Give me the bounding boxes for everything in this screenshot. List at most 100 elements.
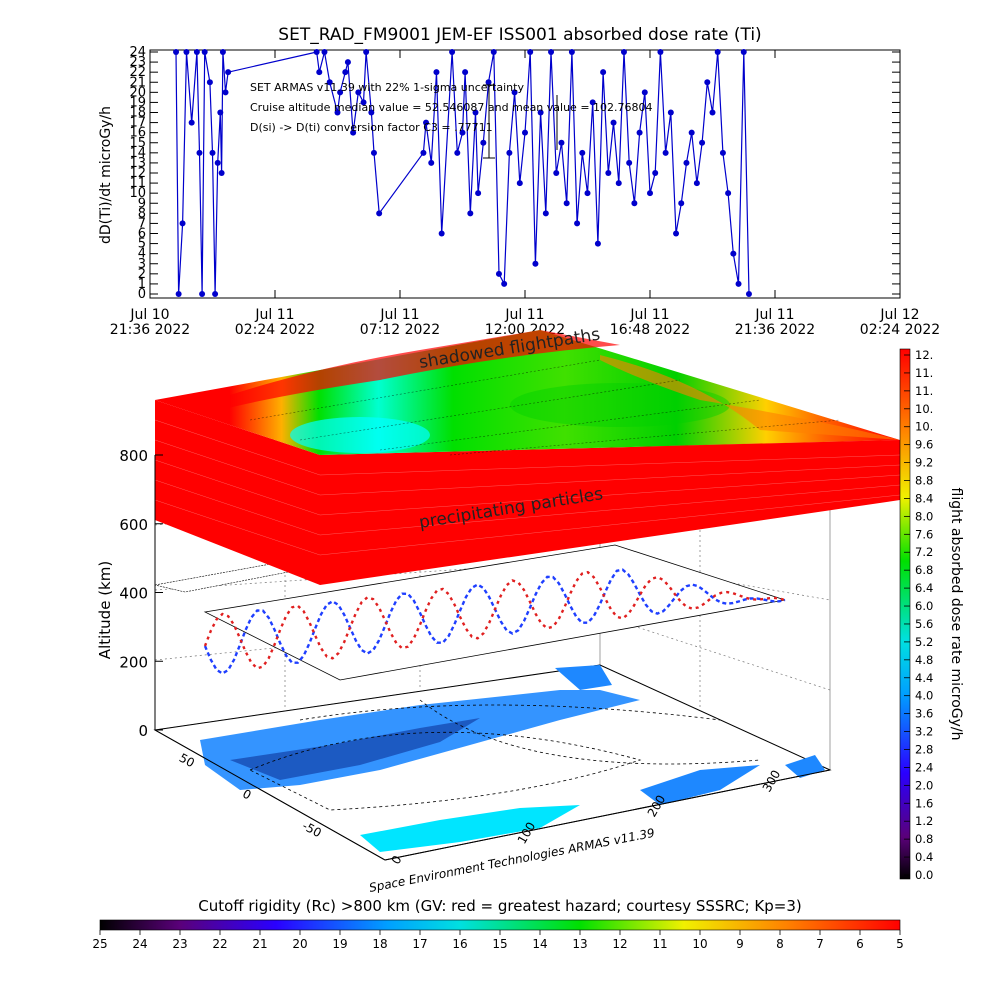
data-point (641, 89, 648, 96)
x-tick-label-date: Jul 11 (254, 307, 294, 323)
y-tick-label: 22 (129, 65, 146, 80)
x-tick-label-time: 02:24 2022 (235, 322, 315, 338)
x-tick-label-time: 02:24 2022 (860, 322, 940, 338)
data-point (334, 109, 341, 116)
data-point (574, 220, 581, 227)
data-point (610, 119, 617, 126)
colorbar-tick-label: 1.6 (915, 796, 933, 810)
y-tick-label: 20 (129, 85, 146, 100)
colorbar-tick-label: 6.4 (915, 581, 933, 595)
data-point (490, 49, 497, 55)
data-point (662, 149, 669, 156)
series-dose-rate (173, 49, 752, 297)
colorbar-tick-label: 10. (915, 420, 933, 434)
data-point (217, 109, 224, 116)
data-point (222, 89, 229, 96)
rigidity-tick-label: 8 (776, 937, 784, 951)
data-point (714, 49, 721, 55)
y-tick-label: 8 (138, 206, 146, 221)
altitude-axis: 0 200 400 600 800 Altitude (km) (96, 447, 163, 740)
data-point (225, 69, 232, 76)
data-point (370, 149, 377, 156)
colorbar-tick-label: 3.2 (915, 725, 933, 739)
y-tick-label: 16 (129, 126, 146, 141)
data-point (745, 291, 752, 297)
data-point (376, 210, 383, 217)
data-point (647, 190, 653, 197)
x-tick-label-time: 21:36 2022 (735, 322, 815, 338)
rigidity-tick-label: 6 (856, 937, 864, 951)
altitude-axis-label: Altitude (km) (96, 561, 114, 659)
colorbar-title: flight absorbed dose rate microGy/h (948, 488, 964, 741)
y-tick-label: 12 (129, 166, 146, 181)
data-point (584, 190, 591, 197)
data-point (600, 69, 607, 76)
y-tick-label: 2 (138, 267, 146, 282)
colorbar-tick-label: 0.0 (915, 868, 933, 882)
data-point (516, 180, 523, 187)
rigidity-tick-label: 17 (412, 937, 427, 951)
data-point (438, 230, 445, 237)
data-point (206, 79, 213, 86)
data-point (636, 129, 643, 136)
data-point (485, 79, 492, 86)
data-point (683, 159, 690, 166)
data-point (337, 89, 344, 96)
rigidity-tick-label: 18 (372, 937, 387, 951)
rigidity-tick-label: 20 (292, 937, 307, 951)
y-tick-label: 6 (138, 227, 146, 242)
dose-rate-panel: SET_RAD_FM9001 JEM-EF ISS001 absorbed do… (98, 25, 940, 338)
data-point (188, 119, 195, 126)
data-point (589, 99, 596, 106)
colorbar-tick-label: 6.0 (915, 599, 933, 613)
data-point (495, 270, 502, 277)
data-point (480, 139, 487, 146)
y-tick-label: 4 (138, 247, 146, 262)
data-point (201, 49, 208, 55)
colorbar-tick-label: 11. (915, 366, 933, 380)
data-point (326, 79, 333, 86)
colorbar-tick-label: 12. (915, 348, 933, 362)
data-point (667, 109, 674, 116)
rigidity-tick-label: 25 (92, 937, 107, 951)
data-point (344, 59, 351, 66)
data-point (615, 180, 622, 187)
data-point (350, 129, 357, 136)
data-point (196, 149, 203, 156)
x-tick-label-date: Jul 11 (504, 307, 544, 323)
colorbar-tick-label: 3.6 (915, 707, 933, 721)
data-point (568, 49, 575, 55)
colorbar-tick-label: 0.8 (915, 832, 933, 846)
colorbar-tick-label: 0.4 (915, 850, 933, 864)
y-tick-label: 14 (129, 146, 146, 161)
y-tick-label: 9 (138, 196, 146, 211)
data-point (342, 69, 349, 76)
altitude-tick-label: 200 (119, 653, 148, 671)
annotation-conversion: D(si) -> D(ti) conversion factor C3 = .7… (250, 121, 493, 134)
y-tick-label: 11 (129, 176, 146, 191)
data-point (459, 129, 466, 136)
y-tick-label: 24 (129, 45, 146, 60)
y-tick-label: 0 (138, 287, 146, 302)
colorbar-tick-label: 1.2 (915, 814, 933, 828)
data-point (673, 230, 680, 237)
rigidity-tick-label: 11 (652, 937, 667, 951)
data-point (313, 49, 320, 55)
annotation-cruise: Cruise altitude median value = 52.546087… (250, 101, 653, 114)
rigidity-tick-label: 16 (452, 937, 467, 951)
altitude-tick-label: 0 (138, 722, 148, 740)
radiation-heat-slab: shadowed flightpaths precipitating parti… (154, 325, 901, 585)
data-point (316, 69, 323, 76)
chart-title: SET_RAD_FM9001 JEM-EF ISS001 absorbed do… (278, 25, 761, 45)
y-tick-label: 5 (138, 237, 146, 252)
data-point (506, 149, 513, 156)
rigidity-tick-label: 12 (612, 937, 627, 951)
data-point (219, 49, 226, 55)
data-point (423, 119, 430, 126)
data-point (657, 49, 664, 55)
data-point (735, 280, 742, 287)
data-point (363, 49, 370, 55)
data-point (360, 99, 367, 106)
data-point (579, 149, 586, 156)
